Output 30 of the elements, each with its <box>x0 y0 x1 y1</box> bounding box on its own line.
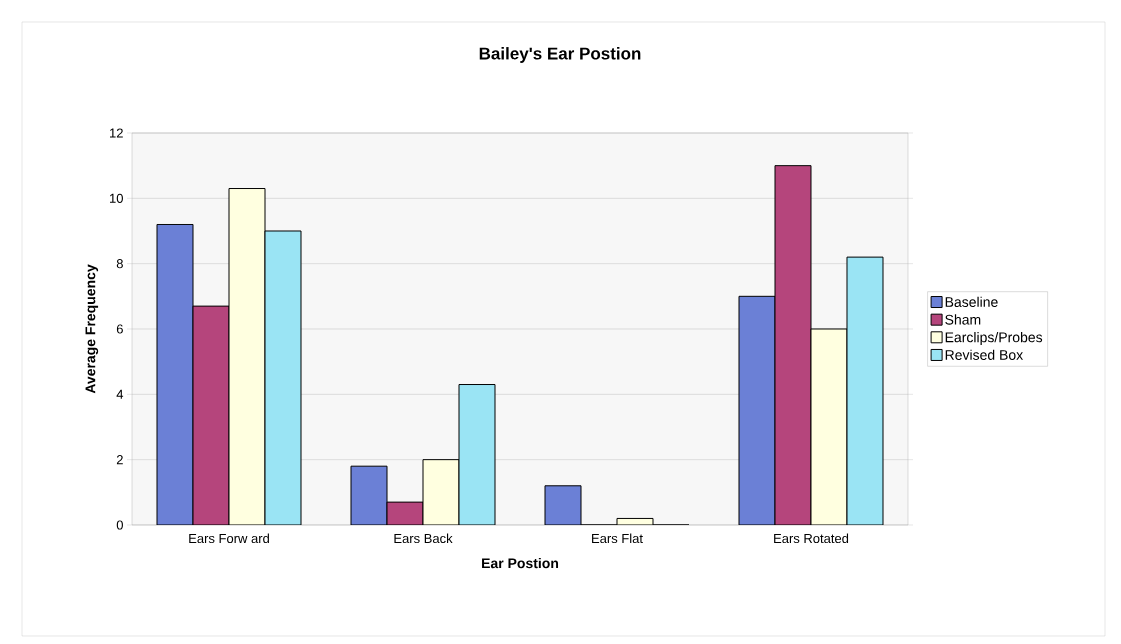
legend-label: Revised Box <box>945 349 1024 360</box>
bar <box>810 328 848 525</box>
legend-label: Earclips/Probes <box>945 331 1043 346</box>
x-tick-label: Ears Forw ard <box>189 533 269 544</box>
bar <box>351 466 387 525</box>
x-tick-label: Ears Back <box>394 533 453 544</box>
bar <box>423 459 460 525</box>
y-tick-label: 10 <box>110 193 123 203</box>
bar <box>459 384 495 525</box>
bar <box>738 295 776 525</box>
bar <box>264 230 302 525</box>
x-tick-label: Ears Flat <box>592 533 643 544</box>
chart-title: Bailey's Ear Postion <box>479 47 641 63</box>
y-tick-label: 8 <box>116 259 123 269</box>
bar <box>192 305 230 525</box>
bar <box>228 188 266 525</box>
y-tick-label: 2 <box>116 455 123 465</box>
y-tick-label: 4 <box>116 389 124 399</box>
y-tick-label: 0 <box>116 520 123 530</box>
x-tick-label: Ears Rotated <box>774 533 849 544</box>
bar <box>544 485 582 525</box>
y-tick-label: 12 <box>110 128 123 138</box>
bar <box>774 165 812 525</box>
x-axis-title: Ear Postion <box>482 557 559 569</box>
legend-label: Sham <box>945 314 981 325</box>
y-tick-label: 6 <box>116 324 123 334</box>
legend-label: Baseline <box>945 296 998 307</box>
bar <box>156 223 194 525</box>
y-axis-title: Average Frequency <box>85 264 99 394</box>
bar <box>846 256 884 525</box>
